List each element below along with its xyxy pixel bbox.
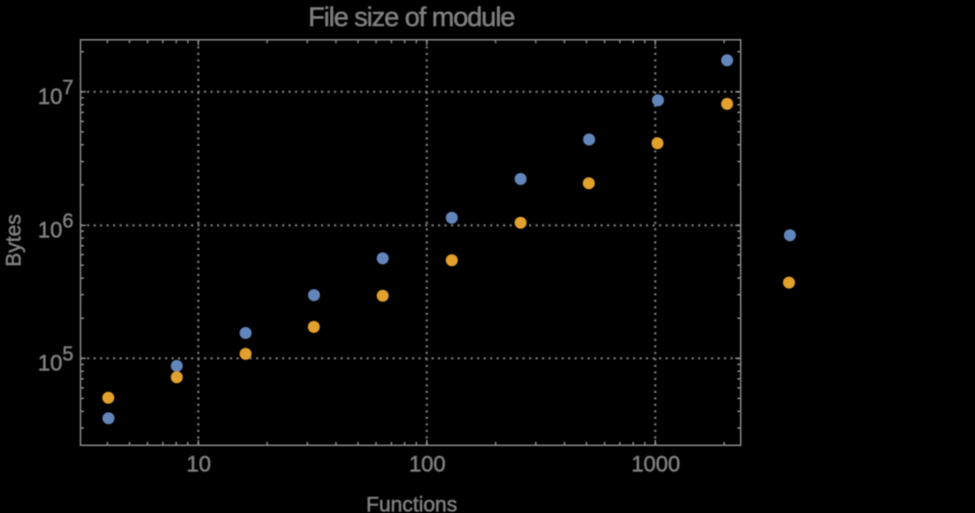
svg-text:Bytes: Bytes — [3, 214, 26, 267]
svg-text:File size of module: File size of module — [308, 2, 514, 32]
svg-text:100: 100 — [409, 452, 446, 477]
svg-text:Functions: Functions — [366, 493, 457, 513]
svg-text:1000: 1000 — [631, 452, 680, 477]
svg-text:10: 10 — [186, 452, 210, 477]
